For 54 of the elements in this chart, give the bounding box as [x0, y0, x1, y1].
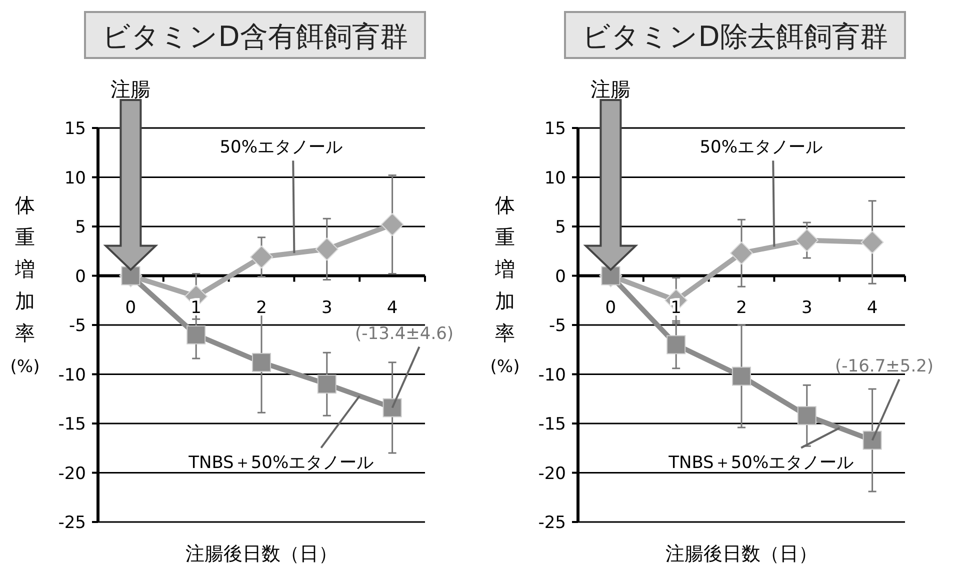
series-label: TNBS＋50%エタノール [668, 452, 854, 473]
point [380, 213, 404, 236]
y-tick-label: 15 [64, 119, 86, 139]
annotation: (-13.4±4.6) [355, 324, 454, 344]
y-tick-label: -20 [538, 464, 566, 484]
point [315, 238, 338, 261]
x-tick-label: 0 [605, 298, 616, 318]
y-tick-label: -20 [58, 464, 86, 484]
x-axis-title: 注腸後日数（日） [666, 543, 818, 565]
point [732, 366, 751, 386]
text: 50%エタノール [700, 138, 823, 158]
point [795, 228, 818, 252]
x-tick-label: 2 [256, 298, 267, 318]
chart-title: ビタミンD含有餌飼育群 [102, 20, 408, 53]
point [797, 406, 816, 426]
point [862, 430, 882, 450]
text: 注腸 [110, 77, 151, 101]
x-tick-label: 1 [190, 298, 202, 318]
y-tick-label: 10 [544, 168, 566, 188]
text: 注腸 [590, 77, 631, 101]
point [250, 246, 273, 269]
y-tick-label: 0 [555, 266, 566, 287]
x-tick-label: 3 [801, 298, 812, 318]
point [666, 335, 686, 354]
point [730, 242, 753, 265]
text: 50%エタノール [220, 138, 343, 158]
x-axis-title: 注腸後日数（日） [186, 543, 338, 565]
x-tick-label: 2 [736, 298, 747, 318]
text: TNBS＋50%エタノール [188, 452, 374, 473]
point [252, 352, 271, 372]
y-tick-label: 5 [75, 218, 86, 238]
y-tick-label: -15 [538, 414, 566, 434]
y-tick-label: 15 [544, 119, 566, 139]
y-tick-label: 10 [64, 168, 86, 188]
point [382, 398, 402, 418]
point [860, 230, 884, 254]
point [317, 374, 336, 394]
x-tick-label: 1 [670, 298, 682, 318]
y-tick-label: 0 [75, 266, 86, 287]
y-tick-label: 5 [555, 218, 566, 238]
y-tick-label: -5 [549, 316, 566, 336]
y-tick-label: -10 [538, 365, 566, 386]
y-tick-label: -25 [58, 513, 86, 533]
x-tick-label: 4 [866, 298, 878, 318]
y-tick-label: -10 [58, 365, 86, 386]
x-tick-label: 0 [125, 298, 136, 318]
x-tick-label: 3 [321, 298, 332, 318]
point [186, 325, 206, 344]
x-tick-label: 4 [386, 298, 398, 318]
chart-title: ビタミンD除去餌飼育群 [582, 20, 888, 53]
y-tick-label: -15 [58, 414, 86, 434]
annotation: (-16.7±5.2) [835, 356, 934, 376]
y-tick-label: -25 [538, 513, 566, 533]
y-tick-label: -5 [69, 316, 86, 336]
